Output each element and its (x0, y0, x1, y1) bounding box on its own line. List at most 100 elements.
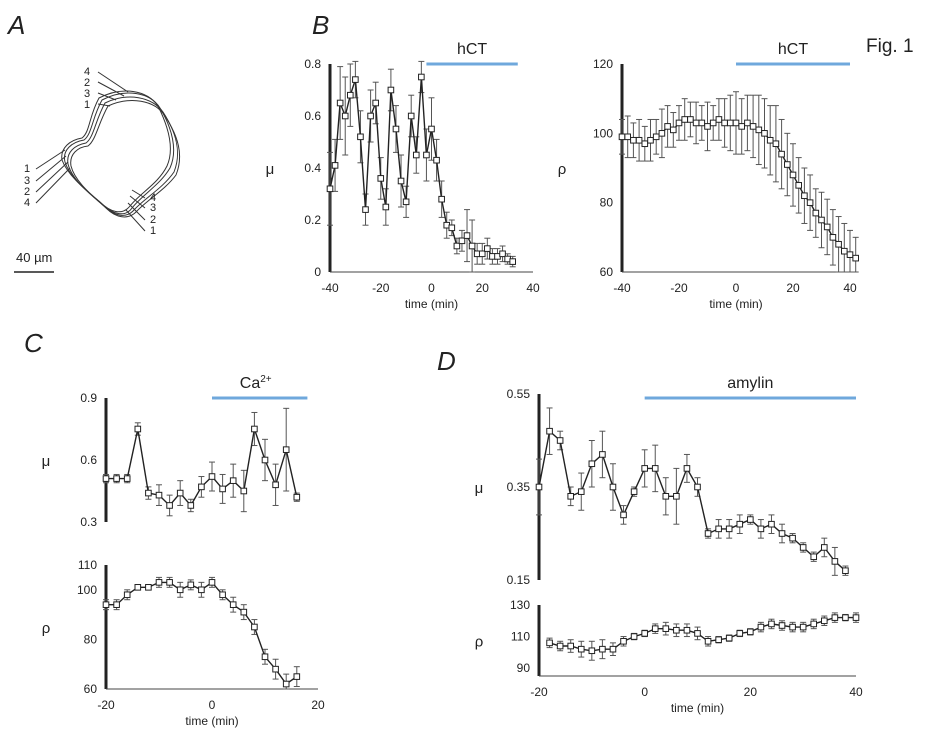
data-point (812, 209, 820, 217)
x-tick-label: 0 (733, 281, 740, 295)
series-line (622, 118, 857, 259)
data-point (778, 150, 785, 158)
outline-label: 1 (84, 99, 90, 111)
y-tick-label: 0.4 (304, 161, 321, 175)
data-point (624, 133, 632, 141)
data-point (715, 636, 722, 644)
data-point (336, 99, 344, 107)
data-point (630, 136, 637, 144)
data-point (698, 119, 706, 127)
data-point (166, 579, 173, 586)
data-point (198, 483, 205, 491)
data-point (757, 623, 765, 631)
y-tick-label: 0.6 (304, 109, 321, 123)
data-point (829, 234, 837, 241)
x-axis-label: time (min) (709, 297, 762, 311)
data-point (651, 625, 659, 632)
data-point (736, 630, 744, 637)
data-point (372, 99, 379, 107)
outline-label: 3 (24, 175, 30, 187)
x-tick-label: 20 (476, 281, 490, 295)
data-point (187, 502, 195, 509)
data-point (738, 123, 746, 130)
x-tick-label: 0 (428, 281, 435, 295)
data-point (588, 460, 596, 468)
data-point (438, 195, 445, 203)
outline-labels-top: 4 2 3 1 (84, 66, 90, 111)
data-point (620, 637, 627, 645)
data-point (831, 614, 839, 621)
x-tick-label: 0 (209, 698, 216, 712)
data-point (352, 76, 359, 83)
data-point (331, 162, 339, 169)
x-tick-label: 20 (744, 685, 758, 699)
data-point (423, 151, 430, 159)
data-point (176, 586, 184, 594)
x-tick-label: 0 (641, 685, 648, 699)
data-point (662, 625, 670, 632)
y-axis-label: ρ (558, 161, 567, 178)
data-point (647, 136, 654, 144)
data-point (852, 254, 860, 262)
x-tick-label: 40 (526, 281, 540, 295)
data-point (134, 584, 142, 591)
series-line (329, 76, 514, 263)
data-point (407, 112, 415, 120)
y-axis-label: μ (475, 480, 484, 497)
data-point (463, 232, 471, 239)
data-point (736, 520, 744, 528)
y-tick-label: 80 (600, 196, 614, 210)
data-point (732, 119, 740, 127)
chart-b-mu: 0 0.2 0.4 0.6 0.8 -40 -20 0 20 40 time (min) μ hCT (266, 41, 540, 311)
data-point (208, 473, 216, 480)
data-point (187, 581, 195, 589)
data-point (418, 73, 425, 81)
scale-bar-label: 40 µm (16, 250, 52, 265)
chart-c-mu: 0.3 0.6 0.9 μ Ca2+ (42, 374, 308, 529)
data-point (382, 203, 390, 211)
data-point (240, 487, 248, 495)
data-point (620, 511, 627, 519)
data-point (846, 251, 854, 258)
data-point (727, 119, 734, 127)
data-point (326, 185, 334, 193)
outline-label: 4 (150, 192, 156, 204)
data-point (772, 140, 780, 148)
data-point (641, 630, 648, 637)
y-axis-label: ρ (475, 634, 484, 651)
data-point (681, 116, 689, 123)
data-point (240, 608, 248, 616)
data-point (683, 465, 691, 472)
x-axis-label: time (min) (671, 701, 724, 715)
data-point (113, 601, 120, 608)
y-tick-label: 110 (511, 630, 530, 644)
data-point (768, 520, 775, 528)
y-tick-label: 80 (84, 632, 98, 646)
data-point (293, 673, 301, 680)
data-point (567, 493, 575, 500)
data-point (818, 216, 825, 224)
data-point (448, 224, 456, 232)
data-point (670, 126, 677, 134)
data-point (176, 489, 184, 497)
data-point (662, 493, 670, 500)
panel-letter-b: B (312, 10, 329, 40)
data-point (725, 525, 733, 533)
data-point (102, 601, 110, 608)
chart-d-rho: 90 110 130 -20 0 20 40 time (min) ρ (475, 598, 863, 715)
data-point (673, 626, 680, 634)
data-point (709, 119, 717, 127)
data-point (641, 140, 649, 148)
data-point (113, 475, 120, 482)
panel-letter-d: D (437, 346, 456, 376)
data-point (567, 642, 575, 650)
data-point (704, 530, 712, 537)
data-point (468, 242, 476, 250)
chart-c-rho: 60 80 100 110 -20 0 20 time (min) ρ (42, 558, 325, 728)
chart-d-mu: 0.15 0.35 0.55 μ amylin (475, 375, 856, 587)
data-point (835, 240, 842, 248)
data-point (789, 623, 796, 631)
y-tick-label: 0.3 (80, 515, 97, 529)
data-point (651, 465, 659, 472)
